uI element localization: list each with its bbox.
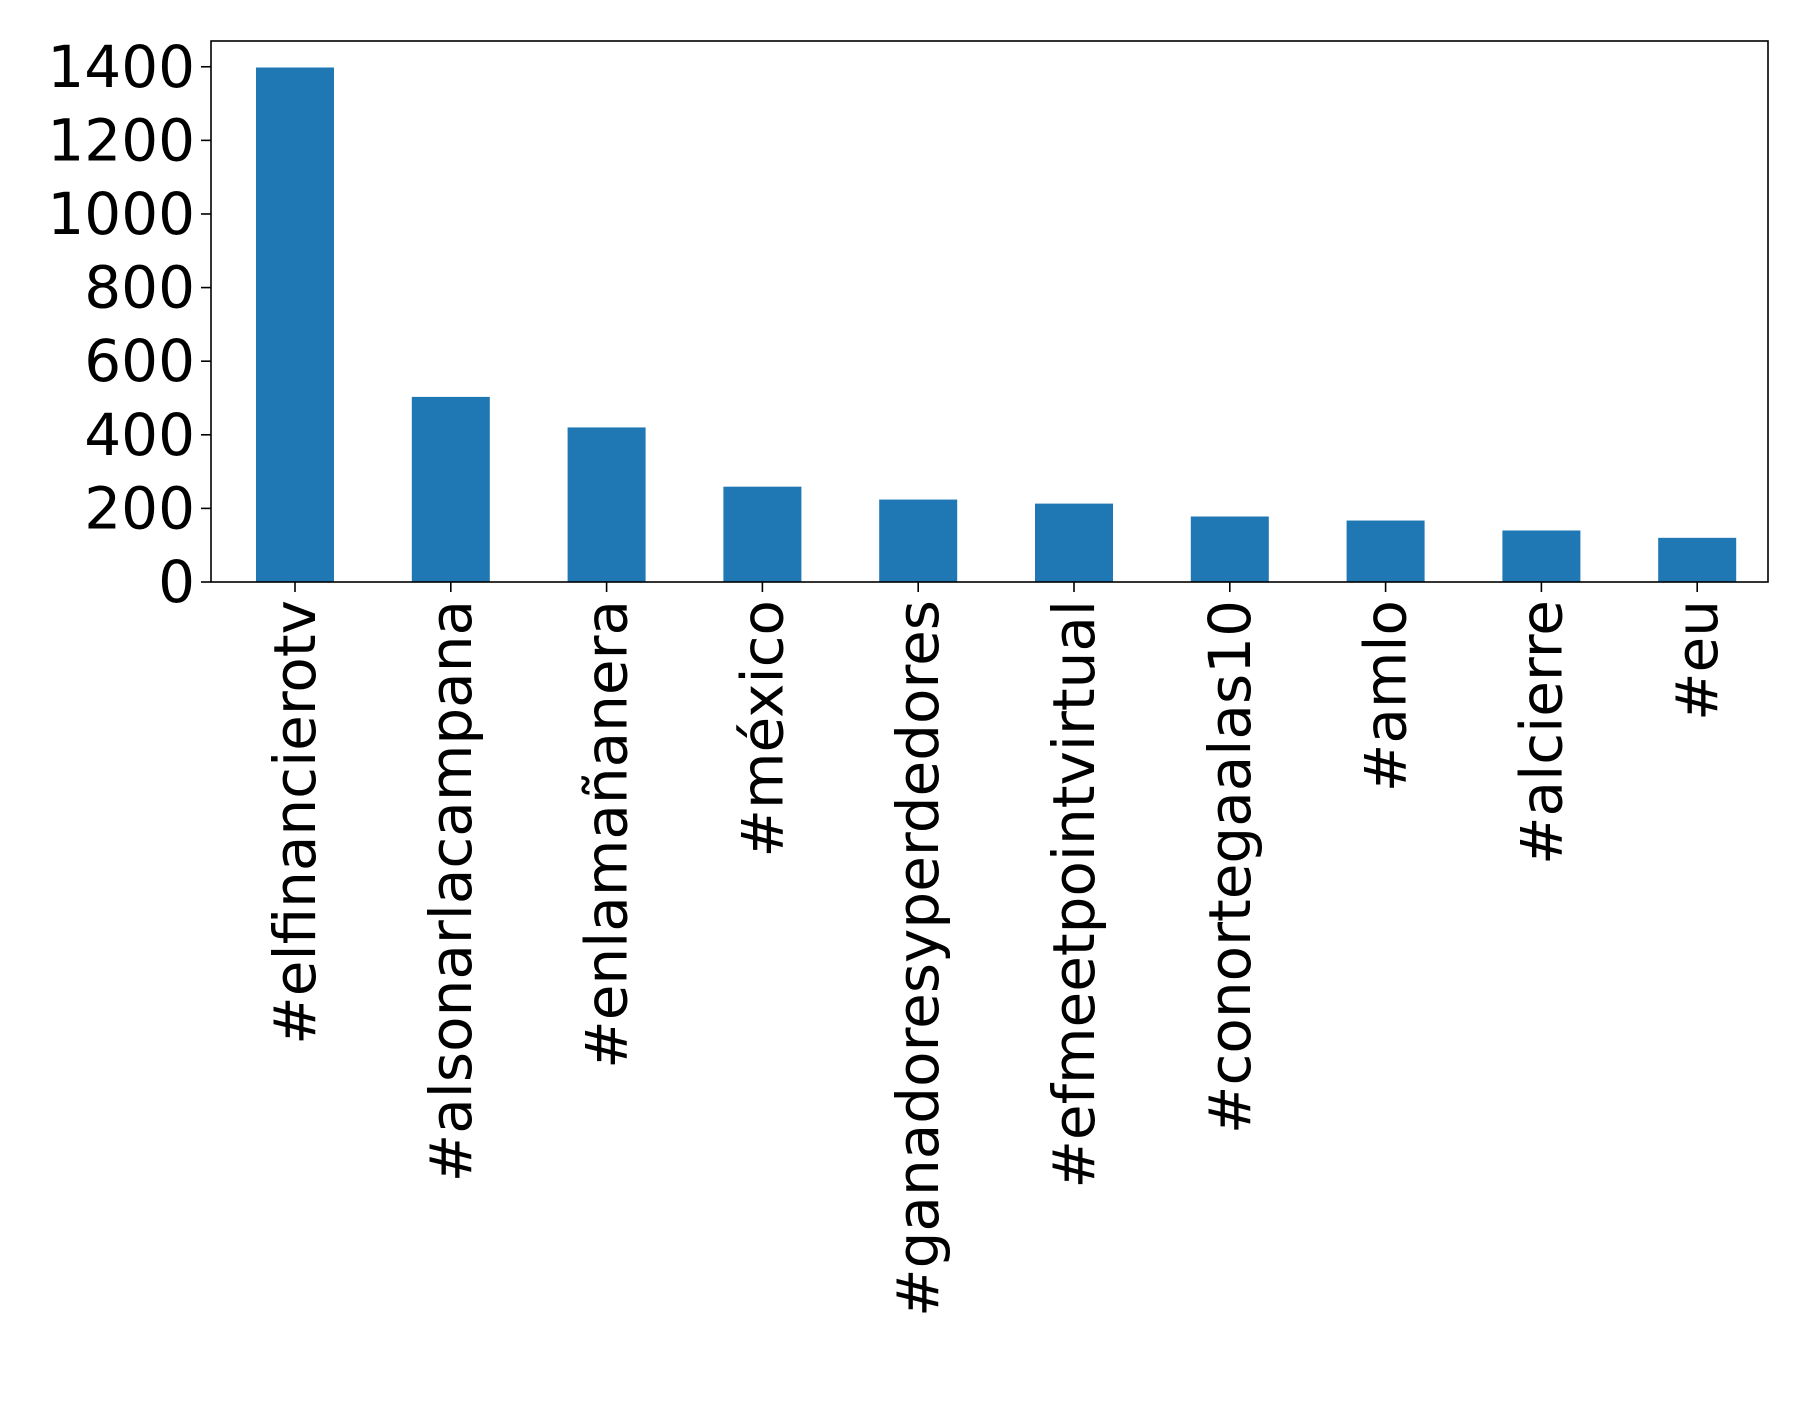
y-tick-label: 1200 xyxy=(47,106,195,174)
plot-frame xyxy=(210,40,1769,583)
x-category-label: #efmeetpointvirtual xyxy=(1040,600,1108,1189)
x-category-label: #méxico xyxy=(728,600,796,858)
x-category-label: #enlamañanera xyxy=(573,600,641,1069)
x-category-label: #amlo xyxy=(1352,600,1420,792)
bar-8 xyxy=(1502,530,1581,582)
y-tick-label: 400 xyxy=(84,401,195,469)
x-axis: #elfinancierotv #alsonarlacampana #enlamañ… xyxy=(261,582,1731,1317)
x-category-label: #alsonarlacampana xyxy=(417,600,485,1182)
x-category-label: #conortegaalas10 xyxy=(1196,600,1264,1134)
bar-0 xyxy=(256,67,334,583)
bar-6 xyxy=(1190,516,1269,582)
x-category-label: #eu xyxy=(1663,600,1731,721)
x-category-label: #alcierre xyxy=(1507,600,1575,865)
y-tick-label: 0 xyxy=(158,548,195,616)
bar-2 xyxy=(567,427,646,582)
bar-3 xyxy=(723,486,802,582)
x-category-label: #elfinancierotv xyxy=(261,600,329,1045)
bar-1 xyxy=(411,396,490,582)
y-tick-label: 1000 xyxy=(47,180,195,248)
bar-5 xyxy=(1035,503,1113,582)
y-tick-label: 800 xyxy=(84,254,195,322)
y-tick-label: 1400 xyxy=(47,33,195,101)
bar-4 xyxy=(879,499,958,582)
y-tick-label: 600 xyxy=(84,327,195,395)
bars-layer xyxy=(256,67,1737,583)
bar-9 xyxy=(1658,537,1737,582)
y-tick-label: 200 xyxy=(84,474,195,542)
x-category-label: #ganadoresyperdedores xyxy=(884,600,952,1317)
bar-7 xyxy=(1346,520,1425,582)
